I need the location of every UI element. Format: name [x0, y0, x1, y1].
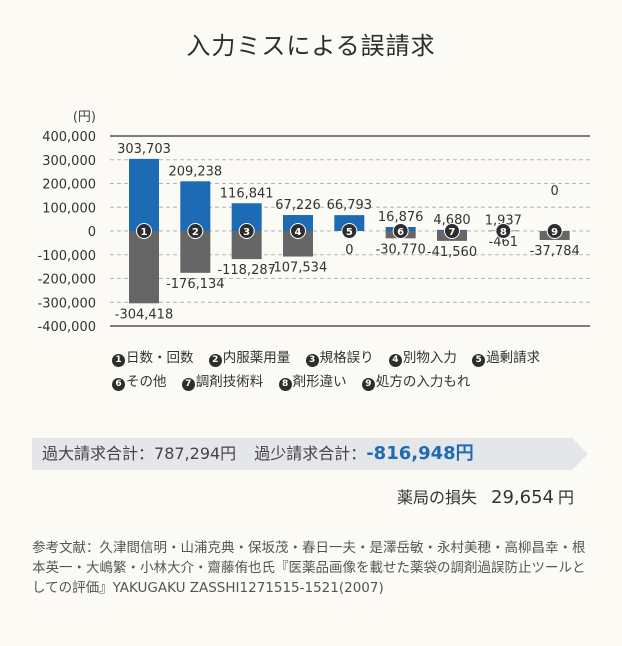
- loss-unit: 円: [557, 488, 574, 507]
- category-marker: [136, 223, 152, 239]
- legend-item: 4 別物入力: [388, 350, 457, 367]
- category-marker: [392, 223, 409, 239]
- legend-label: 内服薬用量: [222, 350, 291, 366]
- data-label-undercharge: -30,770: [376, 242, 426, 257]
- category-marker-number: 4: [295, 227, 302, 238]
- legend-item: 9 処方の入力もれ: [361, 374, 471, 391]
- data-label-overcharge: 67,226: [275, 198, 321, 213]
- loss-value: 29,654: [491, 487, 554, 508]
- summary-totals: 過大請求合計：787,294円 過少請求合計：-816,948円: [42, 438, 474, 470]
- category-marker-number: 6: [397, 227, 404, 238]
- data-label-undercharge: -37,784: [530, 244, 580, 259]
- data-label-overcharge: 303,703: [117, 142, 171, 157]
- legend-number-badge: 9: [361, 378, 375, 391]
- category-marker-number: 5: [346, 227, 353, 238]
- data-label-overcharge: 209,238: [168, 164, 222, 179]
- legend-label: 別物入力: [402, 350, 457, 366]
- legend-number-badge: 5: [472, 354, 486, 367]
- over-total-value: 787,294円: [154, 444, 237, 463]
- legend-number-badge: 7: [181, 378, 195, 391]
- category-marker: [444, 223, 460, 239]
- legend-number-badge: 1: [112, 354, 125, 367]
- y-unit-label: (円): [73, 110, 96, 125]
- bar-overcharge: [129, 158, 159, 231]
- pharmacy-loss: 薬局の損失 29,654 円: [397, 484, 574, 508]
- y-tick-label: 200,000: [42, 178, 96, 193]
- category-marker-number: 2: [192, 227, 199, 238]
- legend-label: 剤形違い: [292, 374, 347, 390]
- y-tick-label: 0: [88, 225, 96, 240]
- data-label-overcharge: 0: [551, 184, 559, 199]
- category-marker: [238, 223, 255, 239]
- category-marker: [290, 223, 306, 239]
- under-total-value: -816,948円: [366, 443, 474, 464]
- category-marker-number: 7: [449, 227, 456, 238]
- data-label-undercharge: 0: [345, 243, 353, 258]
- legend-label: その他: [126, 374, 167, 390]
- legend-number-badge: 6: [112, 378, 125, 391]
- data-label-overcharge: 116,841: [220, 186, 274, 201]
- bar-undercharge: [129, 231, 159, 304]
- data-label-undercharge: -461: [489, 235, 519, 250]
- y-tick-label: 100,000: [42, 201, 96, 216]
- legend-item: 1 日数・回数: [112, 350, 194, 367]
- under-total-label: 過少請求合計：: [254, 444, 367, 463]
- category-marker-number: 3: [243, 227, 250, 238]
- data-label-undercharge: -107,534: [269, 261, 327, 276]
- y-tick-label: -400,000: [38, 320, 96, 335]
- y-tick-label: 400,000: [42, 130, 96, 145]
- legend-number-badge: 2: [208, 354, 222, 367]
- legend-number-badge: 4: [388, 354, 402, 367]
- reference-text: 参考文献：久津間信明・山浦克典・保坂茂・春日一夫・是澤岳敏・永村美穂・高柳昌幸・…: [32, 540, 586, 596]
- legend-number-badge: 3: [305, 354, 319, 367]
- category-marker: [341, 223, 358, 239]
- data-label-undercharge: -304,418: [115, 307, 173, 322]
- y-tick-label: 300,000: [42, 154, 96, 169]
- y-tick-label: -100,000: [38, 249, 96, 264]
- legend-item: 3 規格誤り: [305, 350, 374, 367]
- data-label-overcharge: 4,680: [433, 213, 470, 228]
- legend-item: 8 剤形違い: [278, 374, 347, 391]
- summary-band-arrow: [572, 438, 588, 470]
- legend-item: 7 調剤技術料: [181, 374, 264, 391]
- loss-label: 薬局の損失: [396, 488, 477, 507]
- legend-label: 処方の入力もれ: [375, 374, 471, 390]
- legend-label: 過剰請求: [486, 350, 541, 366]
- chart-title: 入力ミスによる誤請求: [186, 32, 436, 60]
- data-label-undercharge: -41,560: [427, 245, 477, 260]
- category-marker-number: 8: [500, 227, 507, 238]
- legend-number-badge: 8: [278, 378, 292, 391]
- legend-item: 6 その他: [112, 374, 167, 391]
- bar-overcharge: [180, 181, 211, 231]
- category-marker: [546, 223, 563, 239]
- data-label-undercharge: -118,287: [217, 263, 275, 278]
- category-marker: [495, 223, 512, 239]
- legend-label: 規格誤り: [319, 350, 374, 366]
- legend-label: 日数・回数: [126, 350, 194, 366]
- data-label-overcharge: 66,793: [327, 198, 373, 213]
- y-tick-label: -200,000: [38, 273, 96, 288]
- over-total-label: 過大請求合計：: [42, 444, 155, 463]
- y-tick-label: -300,000: [38, 296, 96, 311]
- category-marker-number: 9: [551, 227, 558, 238]
- data-label-overcharge: 16,876: [378, 210, 424, 225]
- category-marker-number: 1: [141, 227, 148, 238]
- bar-chart: (円) 400,000 300,000 200,000 100,000 0 -100,000…: [38, 110, 590, 335]
- legend-item: 2 内服薬用量: [208, 350, 291, 367]
- data-label-overcharge: 1,937: [485, 214, 522, 229]
- category-marker: [187, 223, 204, 239]
- chart-legend: 1 日数・回数 2 内服薬用量 3 規格誤り 4 別物入力 5 過剰請求 6 その他 7 調剤…: [112, 346, 592, 394]
- legend-item: 5 過剰請求: [472, 350, 541, 367]
- data-label-undercharge: -176,134: [166, 277, 224, 292]
- legend-label: 調剤技術料: [195, 374, 264, 390]
- summary-band: [32, 438, 572, 470]
